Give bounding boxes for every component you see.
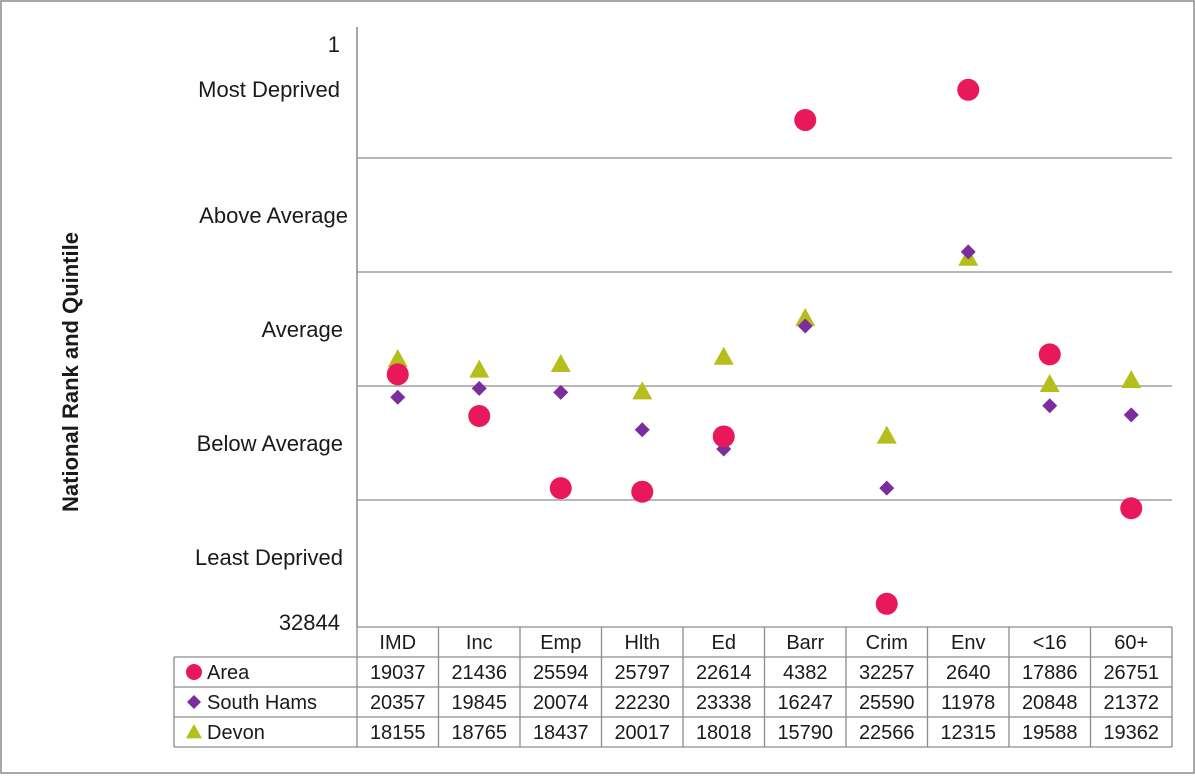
- data-label: 20074: [533, 692, 589, 714]
- data-label: 19845: [451, 692, 507, 714]
- quintile-label: Above Average: [199, 203, 348, 228]
- data-label: 25590: [859, 692, 915, 714]
- data-point: [390, 389, 406, 405]
- data-point: [957, 78, 980, 101]
- tick-label: <16: [1033, 632, 1067, 654]
- data-label: 20848: [1022, 692, 1078, 714]
- data-point: [1042, 398, 1058, 414]
- tick-label: Barr: [786, 632, 824, 654]
- grid-layer: [356, 27, 1172, 627]
- y-top-label: 1: [328, 32, 340, 57]
- data-label: 23338: [696, 692, 752, 714]
- tick-label: Inc: [466, 632, 493, 654]
- data-label: 4382: [783, 662, 828, 684]
- data-label: 20017: [614, 722, 670, 744]
- data-point: [387, 349, 408, 368]
- data-label: 18018: [696, 722, 752, 744]
- data-point: [549, 477, 572, 500]
- data-point: [713, 346, 734, 365]
- data-label: 26751: [1103, 662, 1159, 684]
- data-point: [469, 359, 490, 378]
- quintile-label: Most Deprived: [198, 77, 340, 102]
- tick-label: 60+: [1114, 632, 1148, 654]
- data-point: [960, 244, 976, 260]
- data-point: [632, 381, 653, 400]
- data-point: [712, 425, 735, 448]
- legend-label: South Hams: [207, 692, 317, 714]
- tick-label: Ed: [712, 632, 736, 654]
- data-point: [553, 384, 569, 400]
- data-label: 12315: [940, 722, 996, 744]
- data-label: 19362: [1103, 722, 1159, 744]
- data-label: 25797: [614, 662, 670, 684]
- points-layer: [386, 78, 1143, 615]
- data-point: [634, 422, 650, 438]
- data-label: 18437: [533, 722, 589, 744]
- data-label: 19037: [370, 662, 426, 684]
- data-point: [879, 480, 895, 496]
- y-labels-layer: 1 32844 Most Deprived Above Average Average B…: [195, 32, 348, 635]
- y-bottom-label: 32844: [279, 610, 340, 635]
- data-point: [875, 592, 898, 615]
- data-point: [468, 405, 491, 428]
- data-point: [471, 380, 487, 396]
- data-label: 25594: [533, 662, 589, 684]
- data-label: 22614: [696, 662, 752, 684]
- data-point: [1039, 373, 1060, 392]
- y-axis-title: National Rank and Quintile: [58, 232, 83, 512]
- quintile-label: Average: [261, 317, 343, 342]
- legend-marker: [186, 724, 202, 739]
- data-table: IMD Inc Emp Hlth Ed Barr Crim Env <16 60+ Area 1903…: [173, 626, 1173, 748]
- tick-label: Env: [951, 632, 985, 654]
- data-point: [797, 318, 813, 334]
- data-label: 19588: [1022, 722, 1078, 744]
- data-label: 22566: [859, 722, 915, 744]
- data-label: 18155: [370, 722, 426, 744]
- data-point: [631, 480, 654, 503]
- data-point: [386, 363, 409, 386]
- legend-marker: [186, 664, 202, 680]
- data-point: [794, 109, 817, 132]
- data-label: 16247: [777, 692, 833, 714]
- data-label: 32257: [859, 662, 915, 684]
- data-label: 2640: [946, 662, 991, 684]
- legend-marker: [187, 695, 201, 709]
- data-point: [876, 425, 897, 444]
- data-label: 20357: [370, 692, 426, 714]
- data-point: [1121, 370, 1142, 389]
- data-point: [1038, 343, 1061, 366]
- data-label: 18765: [451, 722, 507, 744]
- data-label: 15790: [777, 722, 833, 744]
- data-label: 21436: [451, 662, 507, 684]
- legend-label: Devon: [207, 722, 265, 744]
- data-point: [1120, 497, 1143, 520]
- data-point: [550, 353, 571, 372]
- data-point: [1123, 407, 1139, 423]
- data-label: 11978: [941, 692, 995, 714]
- data-label: 22230: [614, 692, 670, 714]
- tick-label: Emp: [540, 632, 581, 654]
- tick-label: Hlth: [624, 632, 660, 654]
- tick-label: IMD: [379, 632, 416, 654]
- legend-label: Area: [207, 662, 250, 684]
- data-label: 17886: [1022, 662, 1078, 684]
- quintile-label: Below Average: [197, 431, 343, 456]
- tick-label: Crim: [866, 632, 908, 654]
- quintile-label: Least Deprived: [195, 545, 343, 570]
- data-label: 21372: [1103, 692, 1159, 714]
- data-point: [795, 308, 816, 327]
